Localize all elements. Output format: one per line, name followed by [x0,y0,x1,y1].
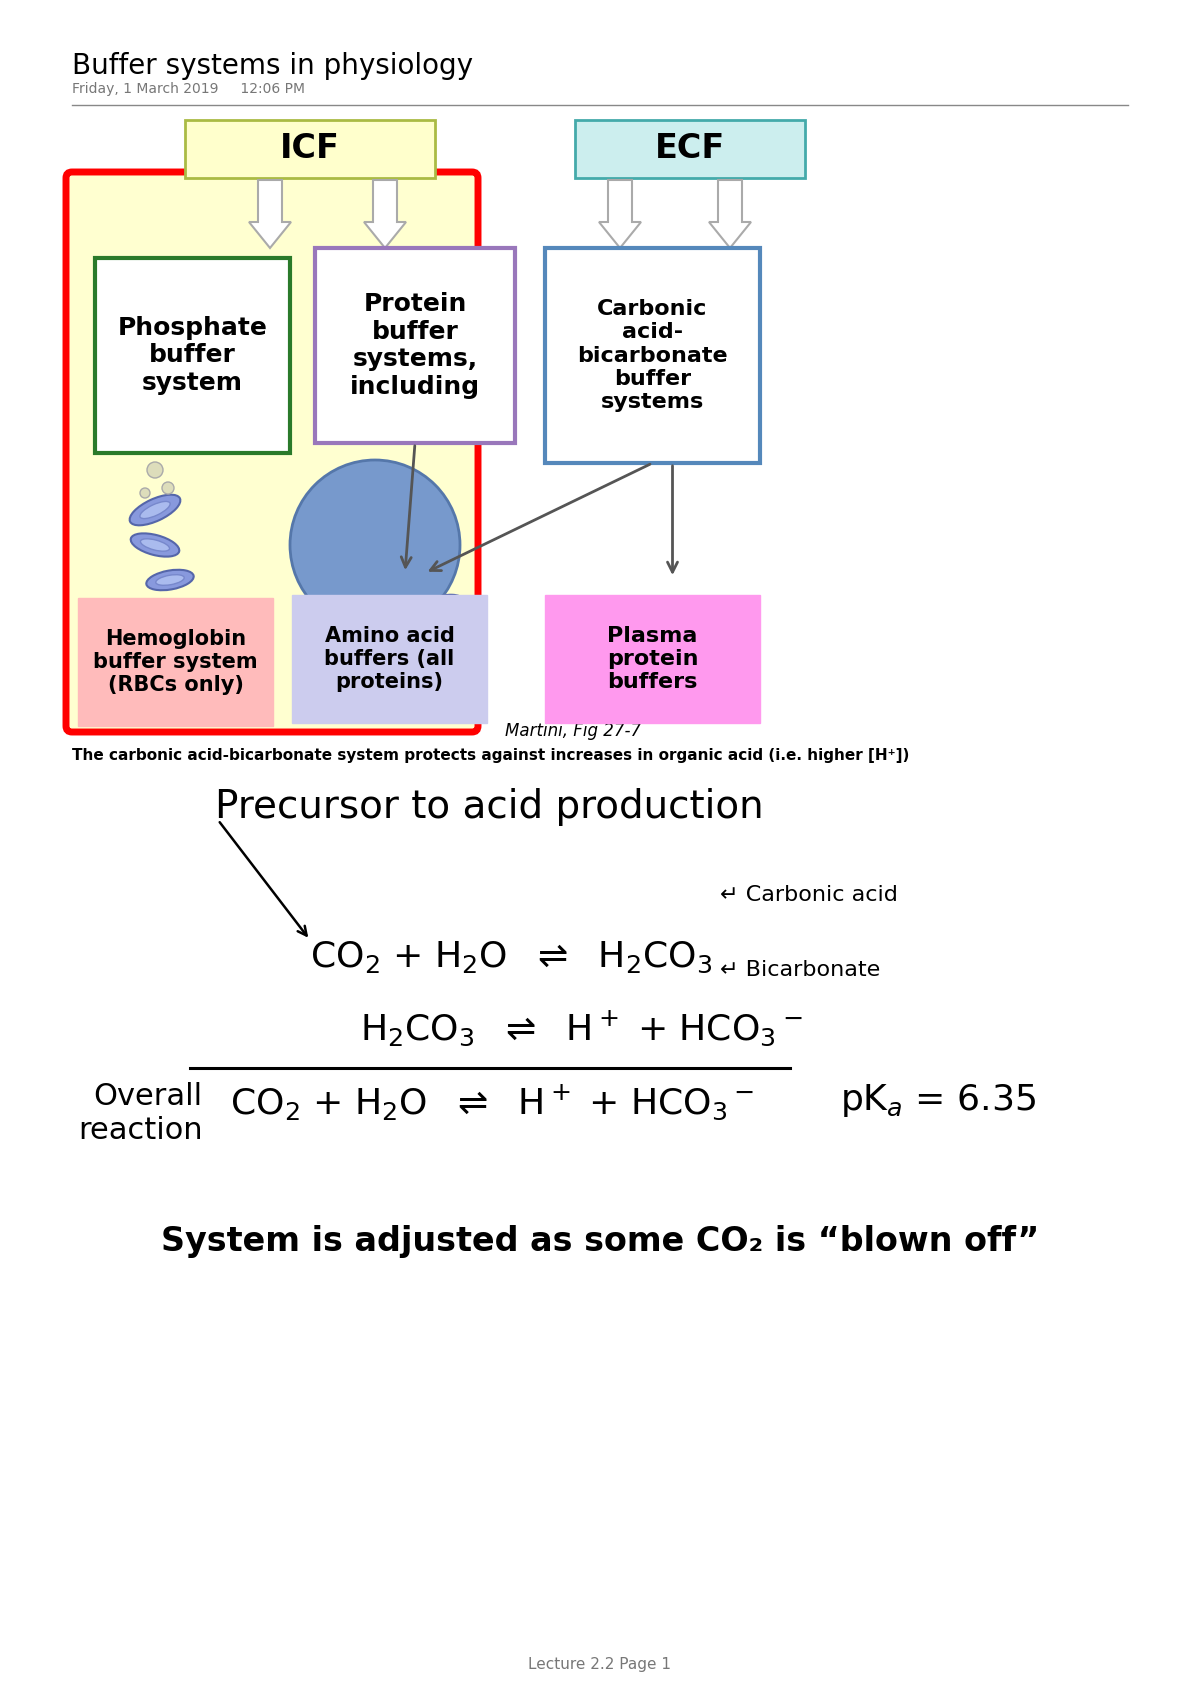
Ellipse shape [434,641,466,658]
FancyBboxPatch shape [292,596,487,723]
Text: Overall
reaction: Overall reaction [78,1083,203,1144]
Text: Amino acid
buffers (all
proteins): Amino acid buffers (all proteins) [324,626,455,692]
Text: H$_2$CO$_3$  $\rightleftharpoons$  H$^+$ + HCO$_3$$^-$: H$_2$CO$_3$ $\rightleftharpoons$ H$^+$ +… [360,1008,803,1049]
Text: Carbonic
acid-
bicarbonate
buffer
systems: Carbonic acid- bicarbonate buffer system… [577,299,728,412]
FancyBboxPatch shape [95,258,290,453]
Text: Protein
buffer
systems,
including: Protein buffer systems, including [350,292,480,399]
Circle shape [162,482,174,494]
Text: CYTOPLASM: CYTOPLASM [97,708,190,723]
FancyBboxPatch shape [314,248,515,443]
Polygon shape [599,180,641,248]
Ellipse shape [131,533,179,557]
Text: ↵ Bicarbonate: ↵ Bicarbonate [720,961,881,979]
Ellipse shape [418,602,452,618]
Text: Lecture 2.2 Page 1: Lecture 2.2 Page 1 [528,1656,672,1672]
Ellipse shape [425,635,475,665]
Ellipse shape [140,540,169,552]
Text: CO$_2$ + H$_2$O  $\rightleftharpoons$  H$_2$CO$_3$: CO$_2$ + H$_2$O $\rightleftharpoons$ H$_… [310,940,713,976]
FancyBboxPatch shape [545,248,760,463]
Text: ECF: ECF [655,132,725,166]
Circle shape [148,462,163,479]
Text: Martini, Fig 27-7: Martini, Fig 27-7 [505,721,641,740]
Circle shape [290,460,460,630]
Text: Hemoglobin
buffer system
(RBCs only): Hemoglobin buffer system (RBCs only) [94,630,258,696]
Text: pK$_a$ = 6.35: pK$_a$ = 6.35 [840,1083,1036,1118]
Ellipse shape [407,594,463,624]
Text: CO$_2$ + H$_2$O  $\rightleftharpoons$  H$^+$ + HCO$_3$$^-$: CO$_2$ + H$_2$O $\rightleftharpoons$ H$^… [230,1083,755,1122]
Text: Phosphate
buffer
system: Phosphate buffer system [118,316,268,395]
Ellipse shape [130,496,180,526]
Text: Friday, 1 March 2019     12:06 PM: Friday, 1 March 2019 12:06 PM [72,81,305,97]
Ellipse shape [156,575,185,585]
FancyBboxPatch shape [575,120,805,178]
Text: System is adjusted as some CO₂ is “blown off”: System is adjusted as some CO₂ is “blown… [161,1225,1039,1257]
Circle shape [140,489,150,497]
Text: The carbonic acid-bicarbonate system protects against increases in organic acid : The carbonic acid-bicarbonate system pro… [72,748,910,764]
Text: Buffer systems in physiology: Buffer systems in physiology [72,53,473,80]
Ellipse shape [140,501,170,519]
Text: ↵ Carbonic acid: ↵ Carbonic acid [720,886,898,905]
Text: Plasma
protein
buffers: Plasma protein buffers [607,626,698,692]
Polygon shape [250,180,292,248]
Polygon shape [364,180,406,248]
FancyBboxPatch shape [78,597,274,726]
Text: Precursor to acid production: Precursor to acid production [215,787,763,826]
FancyBboxPatch shape [545,596,760,723]
Polygon shape [709,180,751,248]
FancyBboxPatch shape [185,120,436,178]
Ellipse shape [146,570,193,591]
Text: ICF: ICF [280,132,340,166]
FancyBboxPatch shape [66,171,478,731]
